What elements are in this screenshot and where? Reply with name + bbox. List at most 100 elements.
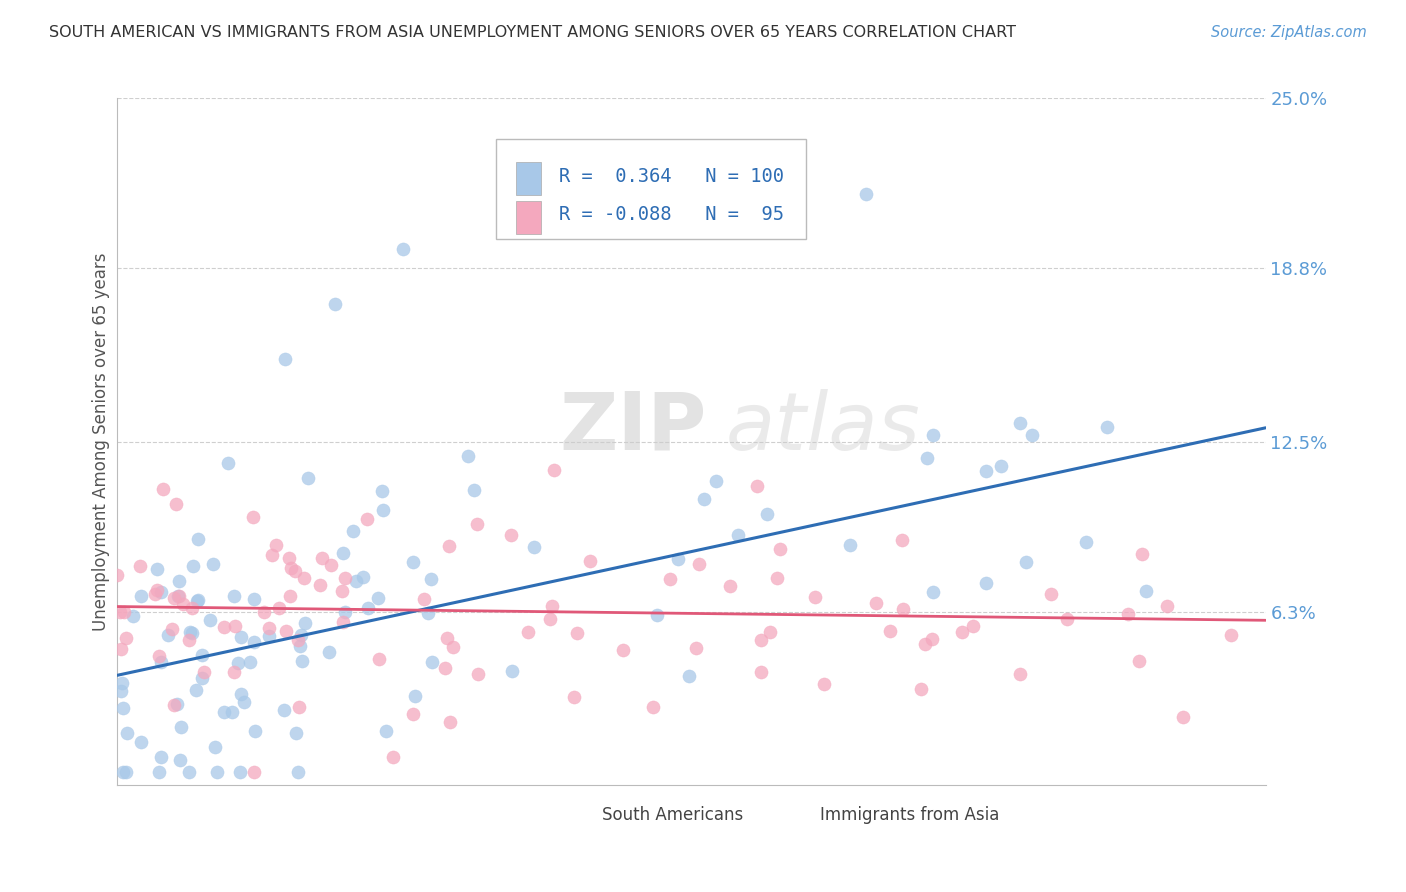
Point <box>231 630 253 644</box>
Point <box>224 665 246 679</box>
Point <box>974 464 997 478</box>
Point <box>243 634 266 648</box>
Point <box>200 614 222 628</box>
Point <box>149 585 172 599</box>
Point <box>243 764 266 779</box>
Point <box>804 590 827 604</box>
Point <box>420 572 443 586</box>
Point <box>309 578 332 592</box>
Text: atlas: atlas <box>725 389 921 467</box>
Point <box>922 585 945 599</box>
Point <box>319 558 342 573</box>
Point <box>357 600 380 615</box>
Point <box>371 502 394 516</box>
Point <box>228 764 250 779</box>
Point <box>266 538 288 552</box>
Point <box>441 640 464 654</box>
Point <box>280 589 302 603</box>
Point <box>288 639 311 653</box>
Point <box>169 720 191 734</box>
Point <box>201 557 224 571</box>
Point <box>115 631 138 645</box>
Point <box>758 624 780 639</box>
Point <box>1008 416 1031 430</box>
Point <box>755 507 778 521</box>
Point <box>1116 607 1139 622</box>
Point <box>229 687 252 701</box>
Point <box>659 572 682 586</box>
Point <box>765 571 787 585</box>
Point <box>242 510 264 524</box>
Point <box>191 648 214 662</box>
Point <box>693 491 716 506</box>
Point <box>688 558 710 572</box>
Point <box>467 516 489 531</box>
Point <box>207 764 229 779</box>
Point <box>950 624 973 639</box>
Point <box>865 596 887 610</box>
Text: South Americans: South Americans <box>602 805 744 823</box>
Point <box>179 625 201 640</box>
Point <box>152 482 174 496</box>
Point <box>148 648 170 663</box>
Point <box>193 665 215 679</box>
Point <box>855 187 877 202</box>
Point <box>366 591 388 606</box>
Point <box>1076 535 1098 549</box>
FancyBboxPatch shape <box>516 162 541 195</box>
Point <box>402 707 425 722</box>
Point <box>1008 667 1031 681</box>
Point <box>273 703 295 717</box>
Point <box>1156 599 1178 613</box>
Point <box>284 564 307 578</box>
Y-axis label: Unemployment Among Seniors over 65 years: Unemployment Among Seniors over 65 years <box>93 252 110 631</box>
Text: R = -0.088   N =  95: R = -0.088 N = 95 <box>560 205 785 224</box>
Point <box>111 676 134 690</box>
Point <box>212 620 235 634</box>
Point <box>335 605 357 619</box>
Point <box>287 764 309 779</box>
Point <box>1021 427 1043 442</box>
Point <box>914 637 936 651</box>
Point <box>333 572 356 586</box>
Point <box>156 628 179 642</box>
Point <box>368 652 391 666</box>
Point <box>910 682 932 697</box>
Point <box>221 706 243 720</box>
Point <box>190 671 212 685</box>
Point <box>720 579 742 593</box>
Point <box>645 608 668 623</box>
Point <box>180 626 202 640</box>
Point <box>257 629 280 643</box>
Point <box>499 527 522 541</box>
Point <box>167 574 190 589</box>
Point <box>1097 419 1119 434</box>
Text: ZIP: ZIP <box>560 389 707 467</box>
Point <box>129 589 152 603</box>
Point <box>666 552 689 566</box>
Point <box>224 590 246 604</box>
Point <box>516 624 538 639</box>
Point <box>1015 556 1038 570</box>
Point <box>177 764 200 779</box>
Point <box>169 754 191 768</box>
Point <box>501 664 523 678</box>
Point <box>439 714 461 729</box>
Point <box>243 591 266 606</box>
Point <box>287 633 309 648</box>
FancyBboxPatch shape <box>778 805 813 823</box>
Point <box>276 624 298 639</box>
Point <box>212 705 235 719</box>
Point <box>145 583 167 598</box>
Point <box>769 541 792 556</box>
Point <box>111 701 134 715</box>
Point <box>332 615 354 629</box>
Point <box>523 541 546 555</box>
Point <box>543 463 565 477</box>
FancyBboxPatch shape <box>496 139 806 239</box>
Point <box>177 632 200 647</box>
Point <box>294 616 316 631</box>
Point <box>146 561 169 575</box>
Point <box>1135 583 1157 598</box>
Point <box>105 568 128 582</box>
